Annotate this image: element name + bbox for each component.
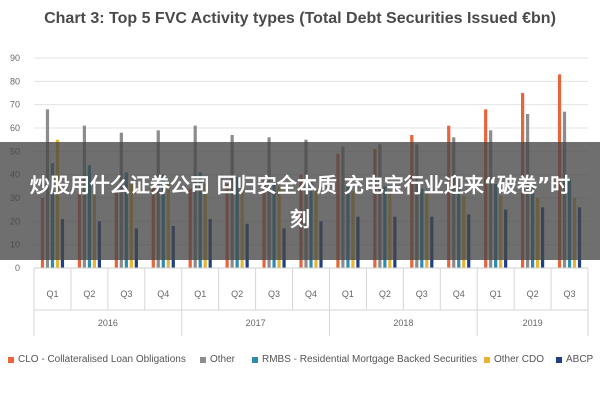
legend-label: Other (210, 354, 236, 365)
x-tick-label: Q3 (268, 289, 280, 299)
y-tick-label: 90 (10, 53, 20, 63)
legend-item: Other CDO (484, 354, 544, 365)
x-tick-label: Q2 (379, 289, 391, 299)
legend-swatch (8, 356, 14, 363)
y-tick-label: 0 (15, 263, 20, 273)
x-tick-label: Q3 (564, 289, 576, 299)
x-tick-label: Q3 (416, 289, 428, 299)
year-group-label: 2018 (393, 318, 413, 328)
y-tick-label: 80 (10, 76, 20, 86)
legend-label: RMBS - Residential Mortgage Backed Secur… (262, 354, 478, 365)
x-tick-label: Q3 (120, 289, 132, 299)
x-tick-label: Q4 (305, 289, 317, 299)
x-tick-label: Q1 (46, 289, 58, 299)
x-tick-label: Q2 (527, 289, 539, 299)
y-tick-label: 70 (10, 100, 20, 110)
legend-item: ABCP (556, 354, 593, 365)
x-tick-label: Q1 (490, 289, 502, 299)
chart-title: Chart 3: Top 5 FVC Activity types (Total… (44, 10, 556, 27)
legend-label: CLO - Collateralised Loan Obligations (18, 354, 186, 365)
x-tick-label: Q1 (342, 289, 354, 299)
legend-item: RMBS - Residential Mortgage Backed Secur… (252, 354, 477, 365)
legend-label: ABCP (566, 354, 594, 365)
overlay-headline[interactable]: 炒股用什么证券公司 回归安全本质 充电宝行业迎来“破卷”时刻 (29, 173, 571, 231)
year-group-label: 2019 (523, 318, 543, 328)
legend-swatch (252, 356, 258, 363)
x-tick-label: Q2 (83, 289, 95, 299)
year-group-label: 2017 (246, 318, 266, 328)
legend-swatch (200, 356, 206, 363)
legend-swatch (556, 356, 562, 363)
x-tick-label: Q2 (231, 289, 243, 299)
legend-item: CLO - Collateralised Loan Obligations (8, 354, 186, 365)
axes: 0102030405060708090Q1Q2Q3Q4Q1Q2Q3Q4Q1Q2Q… (10, 53, 589, 336)
y-tick-label: 60 (10, 123, 20, 133)
x-tick-label: Q4 (157, 289, 169, 299)
legend: CLO - Collateralised Loan Obligations Oth… (8, 354, 598, 370)
legend-swatch (484, 356, 490, 363)
overlay-banner: 炒股用什么证券公司 回归安全本质 充电宝行业迎来“破卷”时刻 (0, 142, 600, 260)
x-tick-label: Q1 (194, 289, 206, 299)
legend-item: Other (200, 354, 235, 365)
x-tick-label: Q4 (453, 289, 465, 299)
legend-label: Other CDO (494, 354, 545, 365)
year-group-label: 2016 (98, 318, 118, 328)
